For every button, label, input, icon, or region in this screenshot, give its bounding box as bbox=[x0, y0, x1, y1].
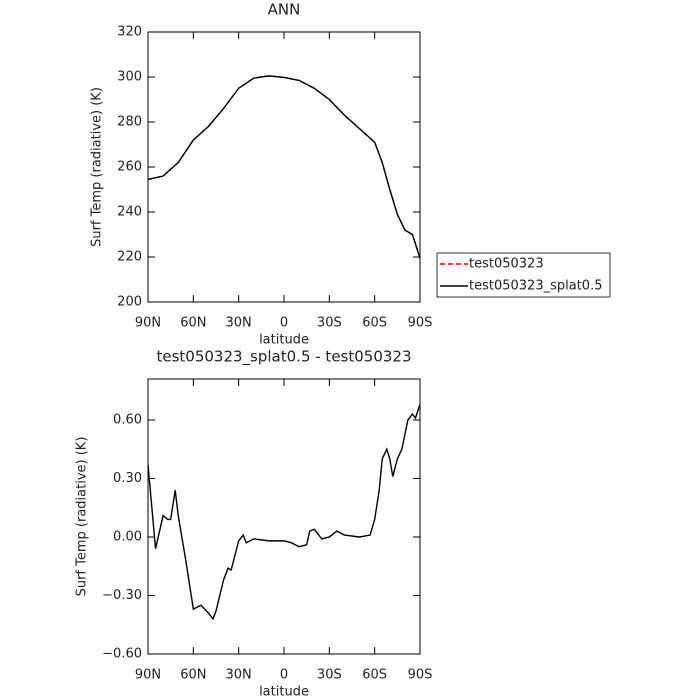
x-tick-label: 30S bbox=[317, 316, 342, 331]
x-tick-label: 60N bbox=[180, 668, 206, 683]
x-tick-label: 60S bbox=[362, 316, 387, 331]
x-tick-label: 60S bbox=[362, 668, 387, 683]
x-axis-label: latitude bbox=[259, 685, 309, 700]
data-line bbox=[147, 75, 421, 259]
chart-title: ANN bbox=[268, 1, 301, 19]
x-axis-label: latitude bbox=[259, 333, 309, 348]
legend-box bbox=[436, 252, 611, 298]
y-tick-label: −0.30 bbox=[102, 588, 142, 603]
x-tick-label: 0 bbox=[280, 668, 288, 683]
y-tick-label: 200 bbox=[117, 295, 142, 310]
y-tick-label: 300 bbox=[117, 70, 142, 85]
y-tick-label: 0.30 bbox=[113, 471, 142, 486]
y-tick-label: 280 bbox=[117, 115, 142, 130]
y-tick-label: 320 bbox=[117, 25, 142, 40]
plot-frame bbox=[147, 378, 421, 655]
x-tick-label: 90N bbox=[135, 668, 161, 683]
y-tick-label: 0.60 bbox=[113, 412, 142, 427]
legend-label: test050323_splat0.5 bbox=[469, 279, 602, 294]
x-tick-label: 30N bbox=[226, 668, 252, 683]
x-tick-label: 90S bbox=[408, 316, 433, 331]
y-axis-label: Surf Temp (radiative) (K) bbox=[75, 437, 90, 597]
data-line bbox=[147, 404, 421, 621]
x-tick-label: 90N bbox=[135, 316, 161, 331]
x-tick-label: 30S bbox=[317, 668, 342, 683]
y-axis-label: Surf Temp (radiative) (K) bbox=[90, 87, 105, 247]
x-tick-label: 90S bbox=[408, 668, 433, 683]
y-tick-label: 220 bbox=[117, 250, 142, 265]
plot-frame bbox=[147, 31, 421, 303]
y-tick-label: −0.60 bbox=[102, 647, 142, 662]
legend-label: test050323 bbox=[469, 257, 544, 272]
x-tick-label: 30N bbox=[226, 316, 252, 331]
y-tick-label: 0.00 bbox=[113, 529, 142, 544]
y-tick-label: 240 bbox=[117, 205, 142, 220]
x-tick-label: 0 bbox=[280, 316, 288, 331]
data-line bbox=[147, 75, 421, 259]
chart-title: test050323_splat0.5 - test050323 bbox=[156, 348, 411, 367]
x-tick-label: 60N bbox=[180, 316, 206, 331]
y-tick-label: 260 bbox=[117, 160, 142, 175]
